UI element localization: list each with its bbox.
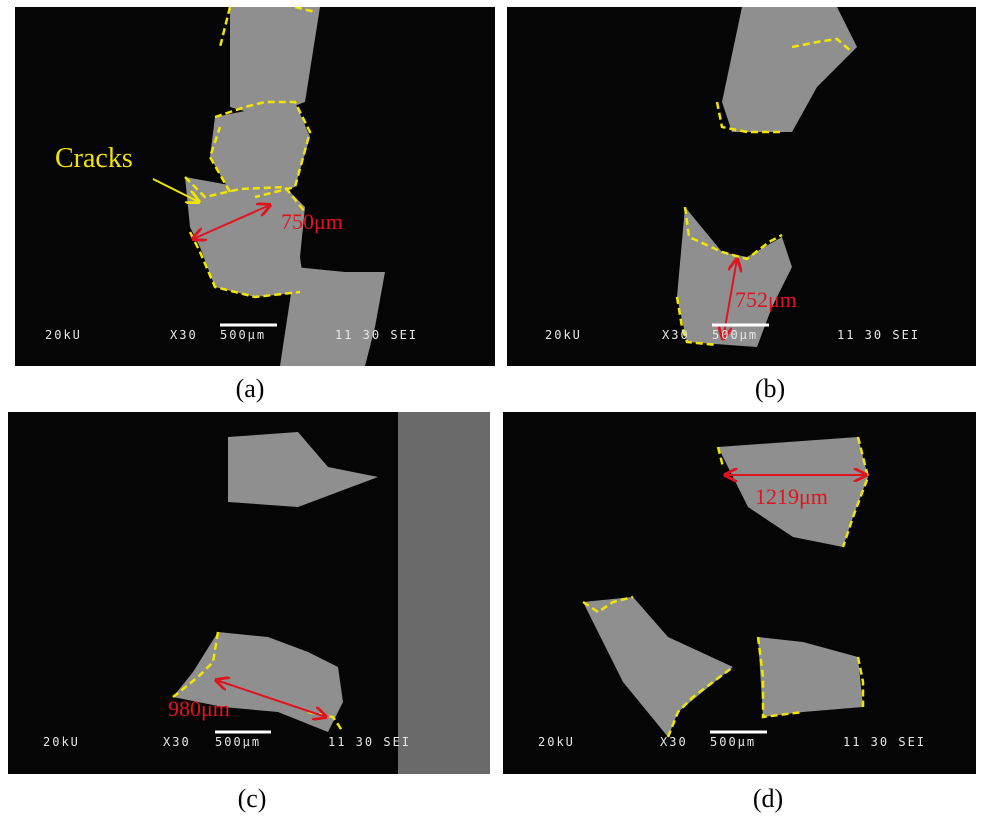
voltage: 20kU [545,328,582,342]
voltage: 20kU [538,735,575,749]
measurement: 1219μm [755,484,828,509]
panel-label: (c) [212,784,292,814]
magnification: X30 [660,735,688,749]
magnification: X30 [170,328,198,342]
measurement: 980μm [168,696,230,721]
scale: 500μm [215,735,261,749]
sem-image: 980μm 20kU X30 500μm 11 30 SEI [8,412,490,774]
sem-image: 750μm Cracks 20kU X30 500μm 11 30 SEI [15,7,495,366]
annotation: Cracks [55,143,133,174]
measurement: 750μm [281,209,343,234]
panel-label: (d) [728,784,808,814]
sem-image: 1219μm 20kU X30 500μm 11 30 SEI [503,412,976,774]
magnification: X30 [163,735,191,749]
code: 11 30 SEI [843,735,926,749]
scale: 500μm [220,328,266,342]
magnification: X30 [662,328,690,342]
measurement: 752μm [735,287,797,312]
panel-label: (a) [210,374,290,404]
code: 11 30 SEI [328,735,411,749]
code: 11 30 SEI [335,328,418,342]
sem-image: 752μm 20kU X30 500μm 11 30 SEI [507,7,976,366]
voltage: 20kU [45,328,82,342]
figure: 750μm Cracks 20kU X30 500μm 11 30 SEI (a… [0,0,983,818]
scale: 500μm [710,735,756,749]
voltage: 20kU [43,735,80,749]
scale: 500μm [712,328,758,342]
panel-label: (b) [730,374,810,404]
code: 11 30 SEI [837,328,920,342]
